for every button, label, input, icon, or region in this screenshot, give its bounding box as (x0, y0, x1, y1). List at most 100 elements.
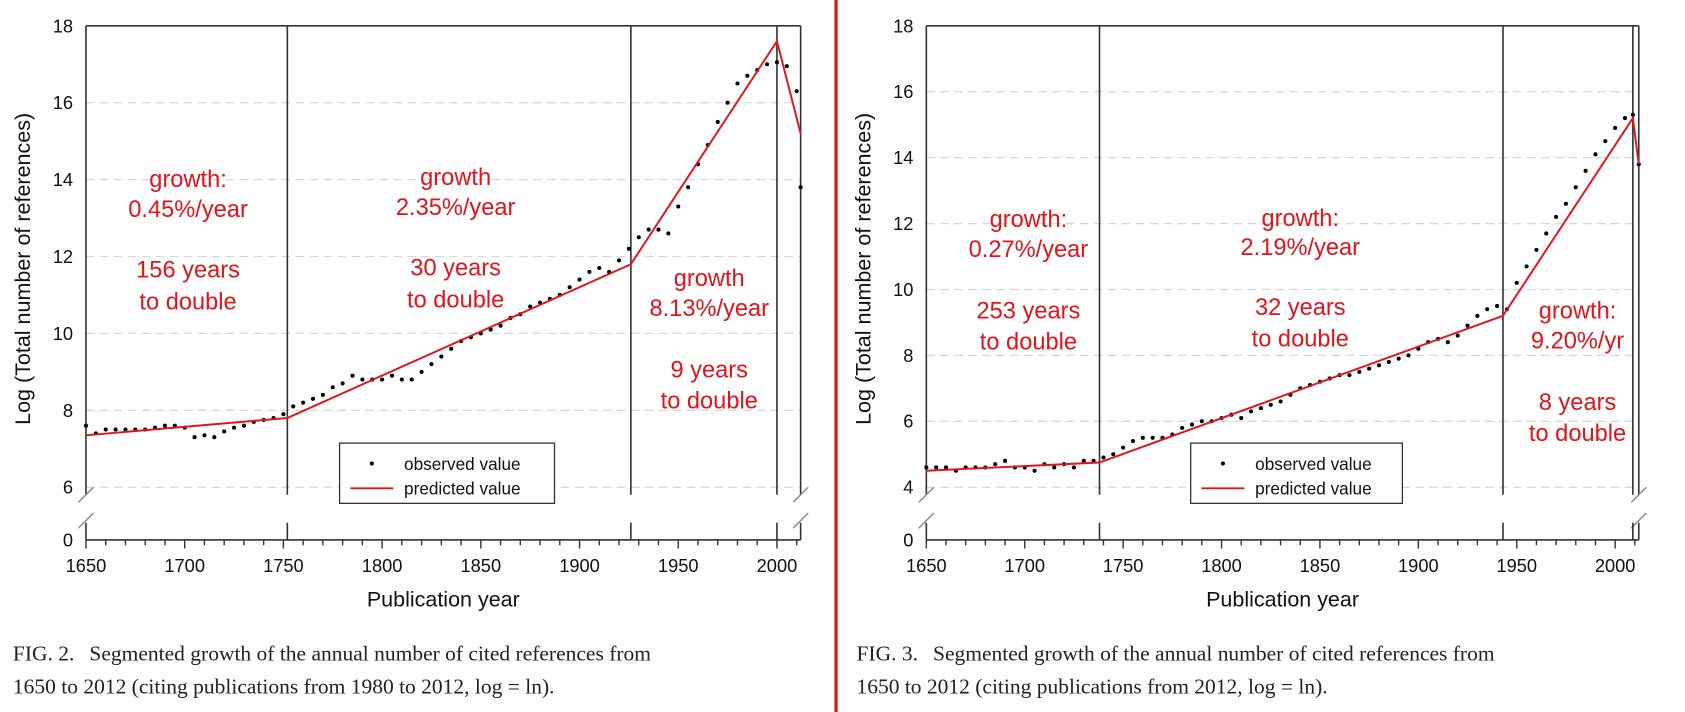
y-tick-label: 6 (903, 411, 913, 432)
observed-point (241, 423, 246, 428)
observed-point (1121, 445, 1126, 450)
x-tick-label: 1950 (1496, 555, 1537, 576)
observed-point (488, 327, 493, 332)
observed-point (676, 204, 681, 209)
legend: observed value predicted value (338, 442, 556, 504)
legend-predicted-label: predicted value (1255, 479, 1372, 499)
observed-point (1032, 468, 1037, 473)
observed-point (1622, 116, 1628, 121)
x-tick-label: 1950 (658, 555, 699, 576)
y-tick-label: 0 (903, 529, 913, 550)
observed-point (212, 435, 217, 440)
observed-point (399, 377, 404, 382)
observed-point (798, 185, 803, 190)
observed-point (765, 62, 770, 67)
growth-annotation: 156 years (136, 257, 240, 283)
y-tick-label: 18 (893, 15, 913, 36)
growth-annotation: growth: (149, 167, 226, 193)
axis-break-mark (918, 486, 935, 503)
growth-annotation: 9 years (670, 358, 747, 384)
observed-point (567, 285, 572, 290)
observed-point (360, 377, 365, 382)
observed-point (1180, 425, 1185, 430)
observed-point (1268, 402, 1273, 407)
x-tick-label: 1700 (164, 555, 205, 576)
legend-observed-label: observed value (404, 454, 521, 474)
observed-point (626, 246, 631, 251)
observed-point (389, 373, 395, 378)
observed-point (577, 277, 582, 282)
observed-point (291, 404, 296, 409)
y-tick-label: 12 (53, 246, 73, 267)
x-tick-label: 1800 (362, 555, 403, 576)
observed-point (1249, 409, 1254, 414)
axis-break-mark (1630, 486, 1647, 503)
observed-point (350, 373, 355, 378)
observed-point (113, 427, 118, 432)
observed-point (429, 362, 434, 367)
observed-point (528, 304, 533, 309)
observed-point (1101, 455, 1106, 460)
observed-point (1376, 363, 1382, 368)
legend-observed-label: observed value (1255, 454, 1372, 474)
predicted-line (85, 38, 802, 437)
x-tick-label: 2000 (1595, 555, 1636, 576)
figure-label: FIG. 2. (13, 641, 75, 665)
growth-annotation: growth: (1539, 298, 1616, 324)
observed-point (1396, 356, 1401, 361)
observed-point (1278, 399, 1283, 404)
observed-point (1603, 139, 1608, 144)
observed-point (1071, 465, 1076, 470)
observed-point (310, 396, 316, 401)
y-tick-label: 12 (893, 213, 913, 234)
observed-point (745, 73, 750, 78)
observed-point (1475, 313, 1480, 318)
x-tick-label: 1900 (1398, 555, 1439, 576)
legend-predicted-label: predicted value (404, 479, 521, 499)
growth-annotation: to double (661, 389, 758, 415)
x-tick-label: 1900 (559, 555, 600, 576)
y-tick-label: 0 (63, 529, 73, 550)
x-tick-label: 2000 (757, 555, 798, 576)
observed-point (439, 354, 444, 359)
growth-annotation: 9.20%/yr (1531, 328, 1624, 354)
observed-point (1514, 280, 1519, 285)
observed-point (498, 323, 503, 328)
observed-point (1239, 415, 1244, 421)
growth-annotation: to double (1252, 326, 1349, 352)
y-tick-label: 6 (63, 477, 73, 498)
observed-point (784, 64, 789, 69)
figure-caption-line2: 1650 to 2012 (citing publications from 1… (13, 675, 555, 699)
observed-point (419, 369, 424, 374)
x-tick-label: 1850 (461, 555, 502, 576)
y-tick-label: 18 (53, 15, 73, 36)
observed-point (409, 377, 414, 382)
observed-point (449, 346, 454, 351)
observed-point (1554, 214, 1559, 220)
axis-break-mark (77, 512, 94, 529)
observed-point (735, 81, 740, 86)
y-tick-label: 8 (903, 345, 913, 366)
growth-annotation: 0.27%/year (969, 237, 1089, 263)
legend: observed value predicted value (1190, 442, 1404, 504)
observed-point (686, 185, 691, 190)
observed-point (1583, 168, 1588, 173)
observed-point (192, 435, 197, 440)
growth-annotation: to double (407, 288, 504, 314)
chart-fig2: 6 8 10 12 14 16 18 0 1650 1700 1750 1800 1850 1900 195… (11, 15, 809, 699)
observed-point (1544, 231, 1549, 236)
observed-point (1081, 458, 1086, 463)
observed-point (301, 400, 306, 405)
legend-box (338, 442, 556, 504)
growth-annotation: to double (139, 290, 236, 316)
observed-point (320, 392, 325, 397)
observed-point (597, 266, 602, 271)
x-axis-label: Publication year (1206, 588, 1359, 612)
observed-point (1130, 439, 1136, 444)
y-tick-label: 16 (893, 81, 913, 102)
observed-point (1613, 125, 1618, 131)
x-tick-label: 1850 (1300, 555, 1341, 576)
y-tick-label: 16 (53, 92, 73, 113)
observed-point (993, 462, 998, 467)
